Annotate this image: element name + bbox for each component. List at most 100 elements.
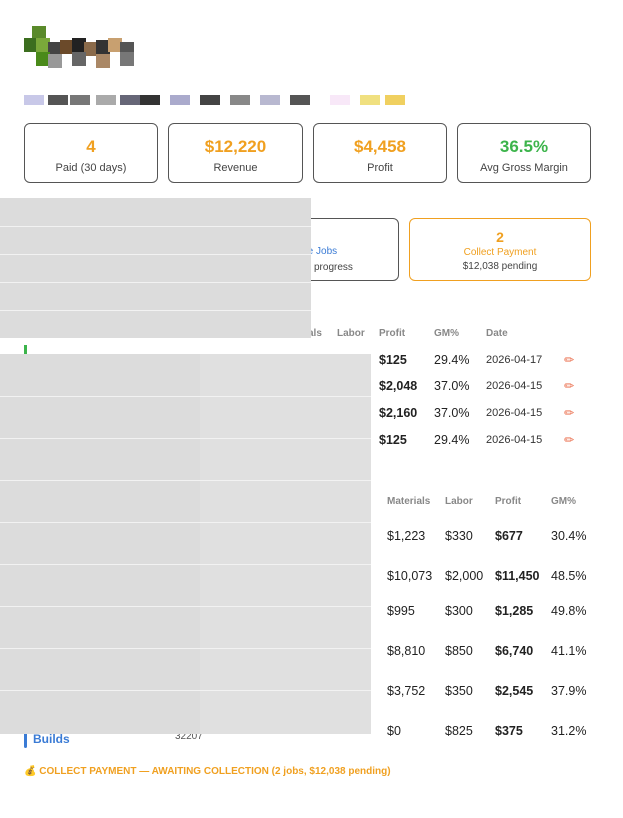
date-cell: 2026-04-15 xyxy=(486,380,543,392)
status-bar xyxy=(24,345,27,357)
status-bar xyxy=(24,730,27,748)
labor-cell: $825 xyxy=(445,724,473,738)
stat-label: Revenue xyxy=(213,162,258,174)
status-sub: $12,038 pending xyxy=(462,261,538,272)
subtitle-pixel xyxy=(120,95,140,105)
logo-pixel xyxy=(120,52,134,66)
stat-card: 4 Paid (30 days) xyxy=(24,123,158,183)
redaction-line xyxy=(0,396,371,397)
edit-button[interactable]: ✏ xyxy=(564,406,575,420)
logo-pixel xyxy=(36,52,50,66)
logo-pixel xyxy=(36,38,50,52)
job-name: Builds xyxy=(33,732,70,746)
status-sub: progress xyxy=(314,262,353,273)
subtitle-pixel xyxy=(24,95,44,105)
profit-cell: $125 xyxy=(379,353,407,367)
date-cell: 2026-04-15 xyxy=(486,407,543,419)
gm-cell: 29.4% xyxy=(434,433,470,447)
redaction-line xyxy=(0,522,371,523)
stat-value: 36.5% xyxy=(499,137,549,156)
stat-card: 36.5% Avg Gross Margin xyxy=(457,123,591,183)
stat-card: $12,220 Revenue xyxy=(168,123,303,183)
gm-cell: 48.5% xyxy=(551,569,587,583)
gm-cell: 41.1% xyxy=(551,644,587,658)
gm-cell: 31.2% xyxy=(551,724,587,738)
materials-cell: $3,752 xyxy=(387,684,426,698)
subtitle-pixel xyxy=(140,95,160,105)
redaction xyxy=(200,354,371,734)
job-id: 32207 xyxy=(175,731,203,742)
profit-cell: $6,740 xyxy=(495,644,534,658)
gm-cell: 29.4% xyxy=(434,353,470,367)
materials-cell: $1,223 xyxy=(387,529,426,543)
logo-pixel xyxy=(24,38,38,52)
redaction-line xyxy=(0,226,311,227)
table-header: Profit xyxy=(495,496,522,507)
logo-pixel xyxy=(48,42,62,56)
table-header: GM% xyxy=(551,496,576,507)
logo-pixel xyxy=(108,38,122,52)
profit-cell: $2,048 xyxy=(379,379,418,393)
materials-cell: $995 xyxy=(387,604,415,618)
redaction-line xyxy=(0,480,371,481)
materials-cell: $8,810 xyxy=(387,644,426,658)
table-header: Materials xyxy=(387,496,431,507)
logo-pixel xyxy=(48,54,62,68)
logo-pixel xyxy=(32,26,46,40)
status-value: 2 xyxy=(496,229,504,245)
edit-button[interactable]: ✏ xyxy=(564,433,575,447)
subtitle-pixel xyxy=(385,95,405,105)
subtitle-pixel xyxy=(360,95,380,105)
labor-cell: $850 xyxy=(445,644,473,658)
redaction-line xyxy=(0,564,371,565)
logo-pixel xyxy=(60,40,74,54)
table-header: Labor xyxy=(337,328,365,339)
profit-cell: $375 xyxy=(495,724,523,738)
stat-value: $12,220 xyxy=(204,137,267,156)
redaction-line xyxy=(0,254,311,255)
labor-cell: $350 xyxy=(445,684,473,698)
subtitle-pixel xyxy=(170,95,190,105)
logo-pixel xyxy=(72,38,86,52)
redaction xyxy=(0,198,311,338)
stat-value: 4 xyxy=(86,137,96,156)
subtitle-pixel xyxy=(230,95,250,105)
gm-cell: 37.9% xyxy=(551,684,587,698)
logo-pixel xyxy=(96,54,110,68)
stat-label: Avg Gross Margin xyxy=(480,162,568,174)
materials-cell: $0 xyxy=(387,724,401,738)
stat-value: $4,458 xyxy=(354,137,406,156)
gm-cell: 37.0% xyxy=(434,406,470,420)
subtitle-pixel xyxy=(48,95,68,105)
profit-cell: $1,285 xyxy=(495,604,534,618)
gm-cell: 30.4% xyxy=(551,529,587,543)
stat-label: Paid (30 days) xyxy=(55,162,127,174)
subtitle-pixel xyxy=(290,95,310,105)
edit-button[interactable]: ✏ xyxy=(564,353,575,367)
redaction-line xyxy=(0,310,311,311)
labor-cell: $300 xyxy=(445,604,473,618)
edit-button[interactable]: ✏ xyxy=(564,379,575,393)
table-header: GM% xyxy=(434,328,459,339)
logo-pixel xyxy=(96,40,110,54)
gm-cell: 37.0% xyxy=(434,379,470,393)
gm-cell: 49.8% xyxy=(551,604,587,618)
profit-cell: $125 xyxy=(379,433,407,447)
labor-cell: $330 xyxy=(445,529,473,543)
stat-label: Profit xyxy=(367,162,393,174)
status-label: Active Jobs xyxy=(286,246,338,257)
subtitle-pixel xyxy=(96,95,116,105)
logo-pixel xyxy=(84,42,98,56)
status-label: Collect Payment xyxy=(463,247,537,258)
subtitle-pixel xyxy=(200,95,220,105)
footer-heading: 💰 COLLECT PAYMENT — AWAITING COLLECTION … xyxy=(24,766,391,777)
subtitle-pixel xyxy=(260,95,280,105)
logo-pixel xyxy=(72,52,86,66)
stat-card: $4,458 Profit xyxy=(313,123,447,183)
table-header: Profit xyxy=(379,328,406,339)
redaction-line xyxy=(0,606,371,607)
table-header: als xyxy=(308,328,322,339)
redaction-line xyxy=(0,282,311,283)
table-header: Labor xyxy=(445,496,473,507)
